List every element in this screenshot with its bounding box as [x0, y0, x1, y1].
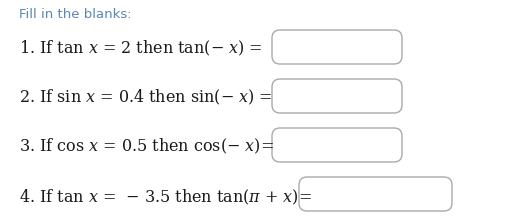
Text: 2. If sin $x$ = 0.4 then sin(− $x$) =: 2. If sin $x$ = 0.4 then sin(− $x$) =	[19, 87, 272, 107]
FancyBboxPatch shape	[272, 128, 402, 162]
Text: 3. If cos $x$ = 0.5 then cos(− $x$)=: 3. If cos $x$ = 0.5 then cos(− $x$)=	[19, 136, 273, 156]
Text: 4. If tan $x$ =  − 3.5 then tan($\pi$ + $x$)=: 4. If tan $x$ = − 3.5 then tan($\pi$ + $…	[19, 188, 312, 207]
Text: 1. If tan $x$ = 2 then tan(− $x$) =: 1. If tan $x$ = 2 then tan(− $x$) =	[19, 38, 262, 58]
FancyBboxPatch shape	[299, 177, 452, 211]
FancyBboxPatch shape	[272, 30, 402, 64]
Text: Fill in the blanks:: Fill in the blanks:	[19, 8, 131, 21]
FancyBboxPatch shape	[272, 79, 402, 113]
